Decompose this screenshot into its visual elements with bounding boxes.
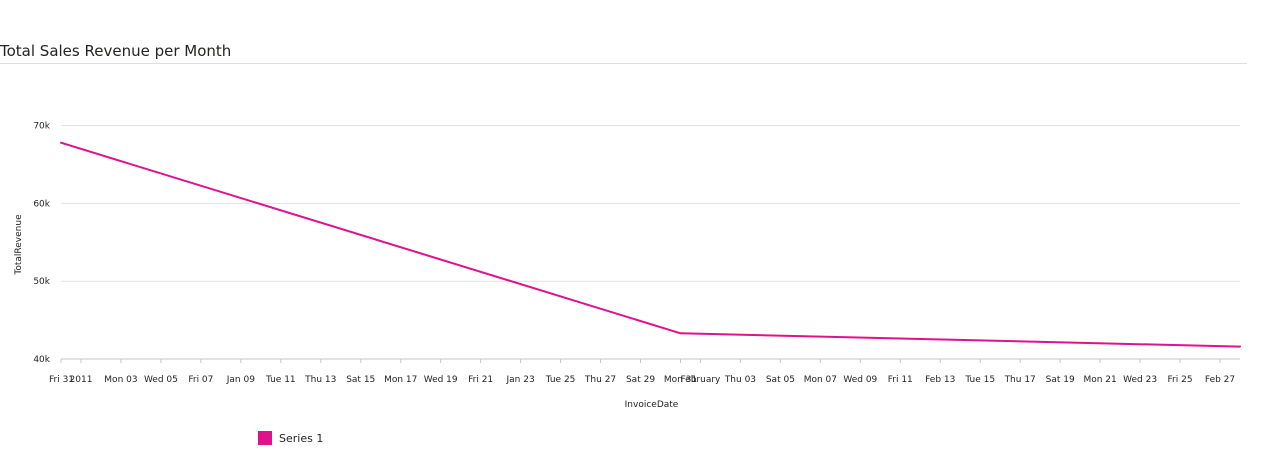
x-tick-label: Thu 13 bbox=[304, 375, 336, 385]
x-tick-label: Mon 07 bbox=[804, 375, 837, 385]
x-tick-label: Fri 21 bbox=[468, 375, 493, 385]
chart-title: Total Sales Revenue per Month bbox=[0, 42, 232, 60]
data-point bbox=[679, 332, 682, 335]
x-tick-label: Tue 25 bbox=[545, 375, 576, 385]
x-tick-label: Sat 19 bbox=[1046, 375, 1075, 385]
x-tick-label: Wed 05 bbox=[144, 375, 178, 385]
x-tick-label: Fri 11 bbox=[888, 375, 913, 385]
x-tick-label: Mon 21 bbox=[1083, 375, 1116, 385]
y-tick-label: 70k bbox=[33, 122, 50, 132]
series-line-1 bbox=[60, 141, 1241, 348]
x-tick-label: Sat 15 bbox=[346, 375, 375, 385]
x-tick-label: Mon 17 bbox=[384, 375, 417, 385]
x-tick-label: February bbox=[681, 375, 722, 385]
x-tick-label: Wed 09 bbox=[843, 375, 877, 385]
x-tick-label: 2011 bbox=[70, 375, 93, 385]
x-tick-label: Tue 11 bbox=[265, 375, 296, 385]
x-tick-label: Thu 27 bbox=[584, 375, 616, 385]
x-tick-label: Wed 19 bbox=[424, 375, 458, 385]
x-tick-label: Mon 31 bbox=[664, 375, 697, 385]
x-tick-label: Jan 23 bbox=[506, 375, 535, 385]
title-divider bbox=[0, 63, 1247, 64]
data-point bbox=[1239, 345, 1241, 348]
x-tick-label: Tue 15 bbox=[964, 375, 995, 385]
x-tick-label: Sat 29 bbox=[626, 375, 655, 385]
y-tick-label: 50k bbox=[33, 277, 50, 287]
x-axis-title: InvoiceDate bbox=[625, 400, 679, 410]
y-tick-label: 60k bbox=[33, 199, 50, 209]
x-tick-label: Feb 13 bbox=[925, 375, 955, 385]
legend[interactable]: Series 1 bbox=[258, 431, 323, 445]
x-tick-label: Thu 17 bbox=[1004, 375, 1036, 385]
y-tick-label: 40k bbox=[33, 355, 50, 365]
x-tick-label: Fri 07 bbox=[188, 375, 213, 385]
x-tick-label: Wed 23 bbox=[1123, 375, 1157, 385]
x-tick-label: Thu 03 bbox=[724, 375, 756, 385]
x-tick-label: Mon 03 bbox=[104, 375, 137, 385]
x-tick-label: Feb 27 bbox=[1205, 375, 1235, 385]
y-axis-title: TotalRevenue bbox=[14, 214, 24, 276]
legend-swatch-series-1 bbox=[258, 431, 272, 445]
x-tick-label: Fri 31 bbox=[49, 375, 74, 385]
x-tick-label: Jan 09 bbox=[226, 375, 255, 385]
x-tick-label: Sat 05 bbox=[766, 375, 795, 385]
data-point bbox=[60, 141, 62, 144]
x-tick-label: Fri 25 bbox=[1168, 375, 1193, 385]
legend-label-series-1[interactable]: Series 1 bbox=[279, 431, 324, 445]
